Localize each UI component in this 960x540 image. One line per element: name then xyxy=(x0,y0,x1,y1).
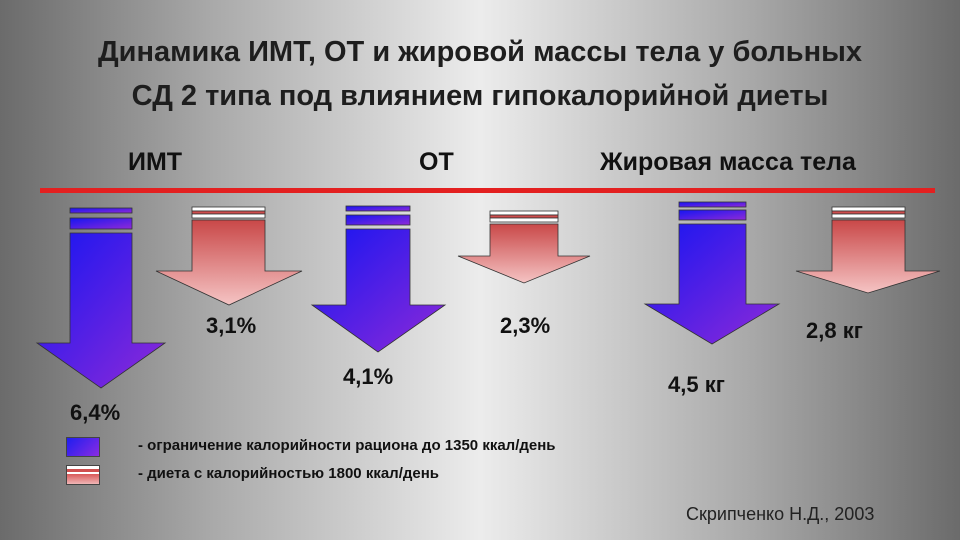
source-citation: Скрипченко Н.Д., 2003 xyxy=(686,504,875,524)
header-ot: ОТ xyxy=(419,148,454,176)
arrow-imt-1350 xyxy=(35,207,167,389)
arrow-fat-1350 xyxy=(643,201,781,345)
arrow-ot-1800 xyxy=(457,210,591,284)
legend-text-1350: - ограничение калорийности рациона до 13… xyxy=(138,437,556,454)
red-divider-line xyxy=(40,188,935,193)
arrow-imt-1800 xyxy=(155,206,303,306)
value-fat-1800: 2,8 кг xyxy=(806,318,863,343)
legend-swatch-blue xyxy=(66,437,100,457)
legend-text-1800: - диета с калорийностью 1800 ккал/день xyxy=(138,465,440,482)
value-imt-1800: 3,1% xyxy=(206,313,257,338)
value-imt-1350: 6,4% xyxy=(70,400,121,425)
arrow-ot-1350 xyxy=(310,205,447,353)
legend-swatch-red xyxy=(66,465,100,485)
arrow-fat-1800 xyxy=(795,206,941,294)
value-fat-1350: 4,5 кг xyxy=(668,372,725,397)
value-ot-1350: 4,1% xyxy=(343,364,394,389)
value-ot-1800: 2,3% xyxy=(500,313,551,338)
slide-title: Динамика ИМТ, ОТ и жировой массы тела у … xyxy=(20,30,940,118)
header-imt: ИМТ xyxy=(128,148,183,176)
title-line-1: Динамика ИМТ, ОТ и жировой массы тела у … xyxy=(97,36,863,68)
header-fat-mass: Жировая масса тела xyxy=(600,148,856,176)
title-line-2: СД 2 типа под влиянием гипокалорийной ди… xyxy=(131,80,829,112)
